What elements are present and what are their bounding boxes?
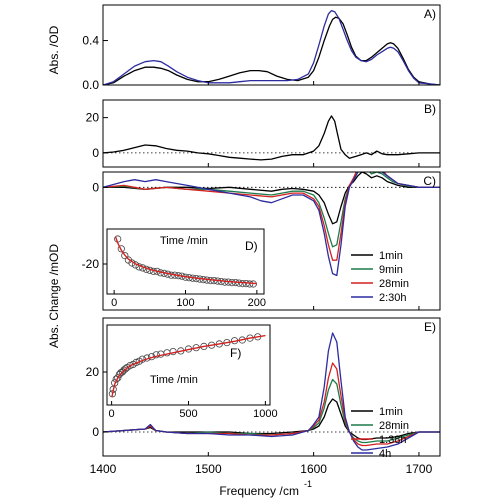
- inset-label-d: D): [245, 239, 258, 253]
- panel-label-c: C): [423, 174, 436, 188]
- legend-label-e-0: 1min: [379, 406, 403, 418]
- x-tick-label-0: 1400: [90, 462, 117, 476]
- x-axis-unit-exponent: -1: [304, 479, 312, 489]
- series-line-c-2: [103, 172, 440, 261]
- inset-xlabel-d: Time /min: [160, 235, 208, 247]
- y-tick-label-e-0: 0: [92, 425, 99, 439]
- y-tick-label-b-0: 0: [92, 146, 99, 160]
- y-tick-label-e-1: 20: [86, 365, 100, 379]
- inset-point-f-11: [126, 361, 134, 370]
- frame-a: [102, 4, 441, 86]
- series-line-b-0: [103, 115, 440, 161]
- inset-label-f: F): [230, 346, 241, 360]
- series-line-a-0: [103, 16, 440, 85]
- inset-point-d-2: [121, 252, 129, 260]
- legend-label-e-3: 4h: [379, 448, 391, 460]
- inset-x-tick-label-d-2: 200: [248, 297, 266, 309]
- inset-point-f-18: [152, 351, 160, 359]
- inset-f: 0 500 1000 Time /min F): [106, 324, 278, 420]
- legend-label-c-1: 9min: [379, 264, 403, 276]
- legend-label-c-2: 28min: [379, 278, 409, 290]
- series-line-e-3: [103, 332, 440, 451]
- series-line-c-1: [103, 172, 440, 248]
- x-tick-label-3: 1700: [406, 462, 433, 476]
- series-line-c-3: [103, 172, 440, 277]
- inset-point-d-1: [117, 245, 125, 253]
- frame-b: [102, 99, 441, 168]
- inset-fit-d: [114, 236, 257, 285]
- y-tick-label-a-1: 0.4: [82, 34, 99, 48]
- series-line-a-1: [103, 9, 440, 85]
- y-axis-label-a: Abs. /OD: [47, 25, 61, 74]
- x-tick-label-1: 1500: [195, 462, 222, 476]
- inset-x-tick-label-f-0: 0: [109, 408, 115, 420]
- panel-label-b: B): [424, 102, 436, 116]
- legend-label-c-3: 2:30h: [379, 292, 407, 304]
- series-line-c-0: [103, 172, 440, 225]
- inset-d: 0 100 200 Time /min D): [106, 228, 266, 309]
- panel-b: 0 20 B): [86, 99, 441, 168]
- panel-label-e: E): [424, 320, 436, 334]
- panel-label-a: A): [424, 7, 436, 21]
- y-axis-label-shared: Abs. Change /mOD: [47, 244, 61, 348]
- legend-label-e-2: 1:38h: [379, 434, 407, 446]
- panel-c: -20 0 C) 1min 9min 28min 2:30h: [82, 171, 441, 311]
- x-axis-label: Frequency /: [219, 484, 283, 498]
- inset-x-tick-label-d-1: 100: [176, 297, 194, 309]
- x-axis: 1400 1500 1600 1700: [90, 462, 433, 476]
- y-tick-label-b-1: 20: [86, 111, 100, 125]
- x-axis-unit: cm: [283, 484, 299, 498]
- inset-xlabel-f: Time /min: [150, 374, 198, 386]
- legend-label-e-1: 28min: [379, 420, 409, 432]
- panel-a: 0.0 0.4 A): [82, 4, 441, 92]
- x-tick-label-2: 1600: [300, 462, 327, 476]
- frame-e: [102, 317, 441, 457]
- panel-e: 0 20 E) 1min 28min 1:38h 4h: [86, 317, 441, 460]
- frame-c: [102, 171, 441, 311]
- inset-x-tick-label-f-2: 1000: [253, 408, 277, 420]
- legend-label-c-0: 1min: [379, 250, 403, 262]
- inset-point-d-35: [239, 279, 247, 288]
- y-tick-label-c-1: 0: [92, 180, 99, 194]
- inset-x-tick-label-f-1: 500: [179, 408, 197, 420]
- inset-x-tick-label-d-0: 0: [111, 297, 117, 309]
- y-tick-label-a-0: 0.0: [82, 78, 99, 92]
- inset-fit-f: [111, 334, 266, 398]
- y-tick-label-c-0: -20: [82, 257, 100, 271]
